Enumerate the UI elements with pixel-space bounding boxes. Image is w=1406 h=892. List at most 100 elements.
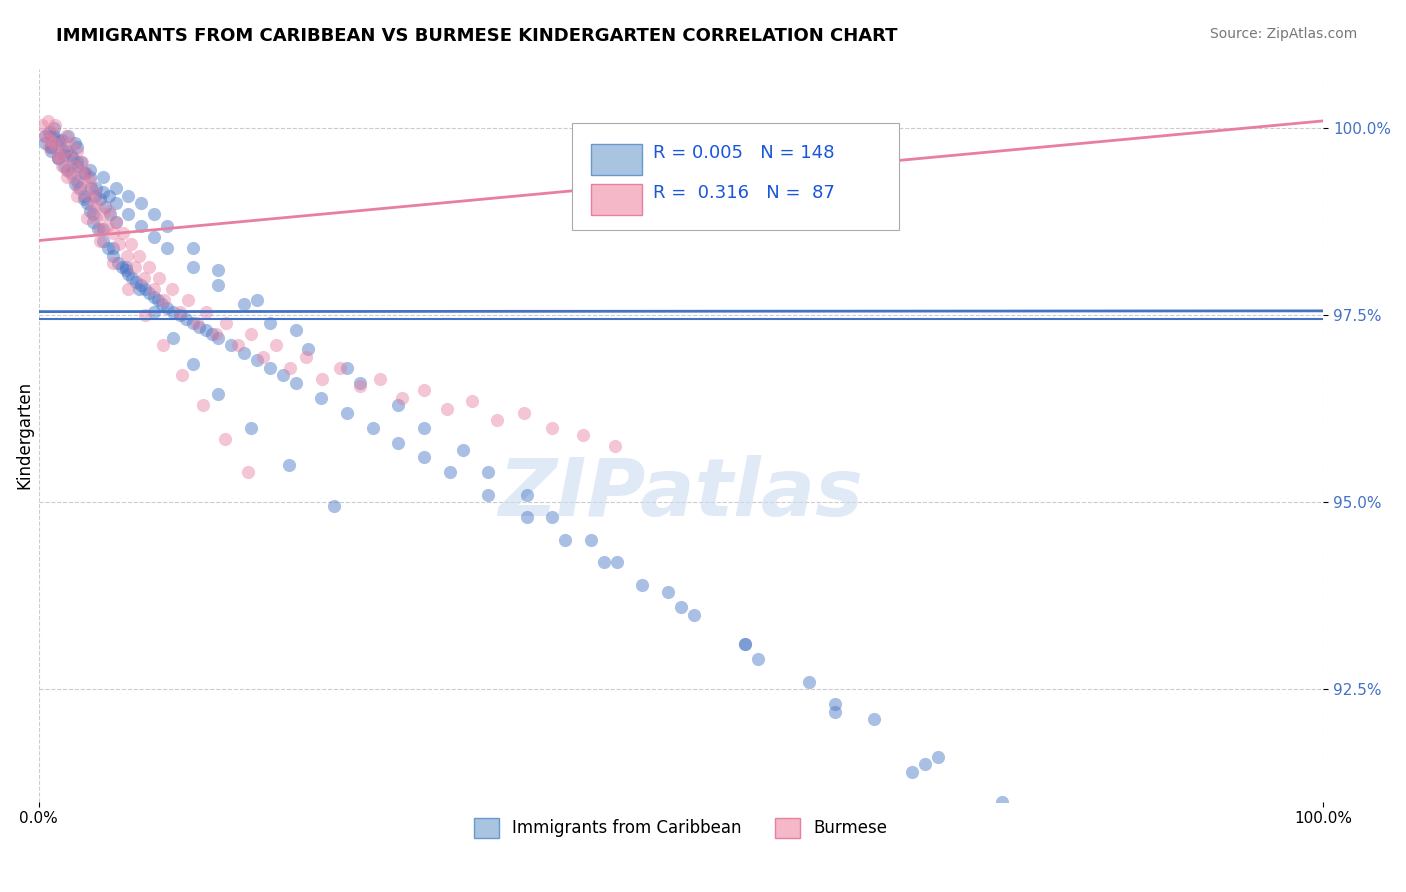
Point [323,499,346,513]
Point [108,237,131,252]
Point [138,285,160,300]
Point [70,166,93,180]
Point [89,222,111,236]
Point [991,824,1014,838]
Point [579,533,602,547]
Point [104,181,127,195]
Point [53,144,76,158]
Point [131,278,153,293]
Point [112,226,135,240]
Point [329,360,352,375]
Point [94,200,117,214]
Point [70,155,93,169]
Point [79,203,101,218]
Point [605,439,627,453]
Point [606,555,628,569]
Point [413,450,436,465]
Point [63,136,86,151]
Point [592,555,614,569]
Point [486,413,509,427]
Point [361,420,384,434]
Point [349,376,371,390]
Text: Source: ZipAtlas.com: Source: ZipAtlas.com [1209,27,1357,41]
Point [41,140,63,154]
Point [62,169,84,184]
Point [172,368,194,383]
Point [176,293,198,308]
Point [460,394,482,409]
Point [73,178,96,192]
Point [62,151,84,165]
Point [86,211,108,226]
Point [72,193,94,207]
Point [117,267,139,281]
Point [188,319,211,334]
Point [83,185,105,199]
Point [37,114,59,128]
Point [436,401,458,416]
Point [63,159,86,173]
Point [72,188,94,202]
Point [148,271,170,285]
Point [391,391,413,405]
Point [56,162,79,177]
Point [682,607,704,622]
Point [44,118,66,132]
Point [259,316,281,330]
Point [162,331,184,345]
Point [134,282,156,296]
Point [34,136,56,151]
Point [413,420,436,434]
Point [153,293,176,308]
Point [143,282,166,296]
Point [111,260,134,274]
Point [143,207,166,221]
Point [66,155,89,169]
Point [150,297,173,311]
Point [125,275,148,289]
Point [246,293,269,308]
Point [207,331,229,345]
Point [46,151,69,165]
Point [31,118,53,132]
Point [46,132,69,146]
Point [86,196,108,211]
Point [66,174,89,188]
Point [284,323,307,337]
Point [91,185,114,199]
Point [914,757,936,772]
Point [207,263,229,277]
Legend: Immigrants from Caribbean, Burmese: Immigrants from Caribbean, Burmese [468,811,894,845]
Point [66,144,89,158]
Point [124,260,146,274]
Point [89,193,111,207]
Point [862,712,884,726]
Point [246,353,269,368]
Point [387,435,409,450]
Point [201,327,224,342]
FancyBboxPatch shape [572,123,900,230]
Point [131,219,153,233]
Point [239,327,262,342]
Point [387,398,409,412]
Text: IMMIGRANTS FROM CARIBBEAN VS BURMESE KINDERGARTEN CORRELATION CHART: IMMIGRANTS FROM CARIBBEAN VS BURMESE KIN… [56,27,898,45]
Point [309,391,332,405]
Point [439,466,461,480]
Point [72,166,94,180]
Point [477,488,499,502]
Point [53,144,76,158]
Point [278,458,301,472]
Point [128,282,150,296]
Point [156,219,179,233]
Point [194,304,217,318]
Point [214,432,236,446]
Point [69,181,91,195]
Point [927,749,949,764]
Point [42,121,65,136]
Point [86,181,108,195]
Point [181,241,204,255]
Point [572,428,595,442]
Point [107,256,129,270]
Point [66,140,89,154]
Point [104,196,127,211]
